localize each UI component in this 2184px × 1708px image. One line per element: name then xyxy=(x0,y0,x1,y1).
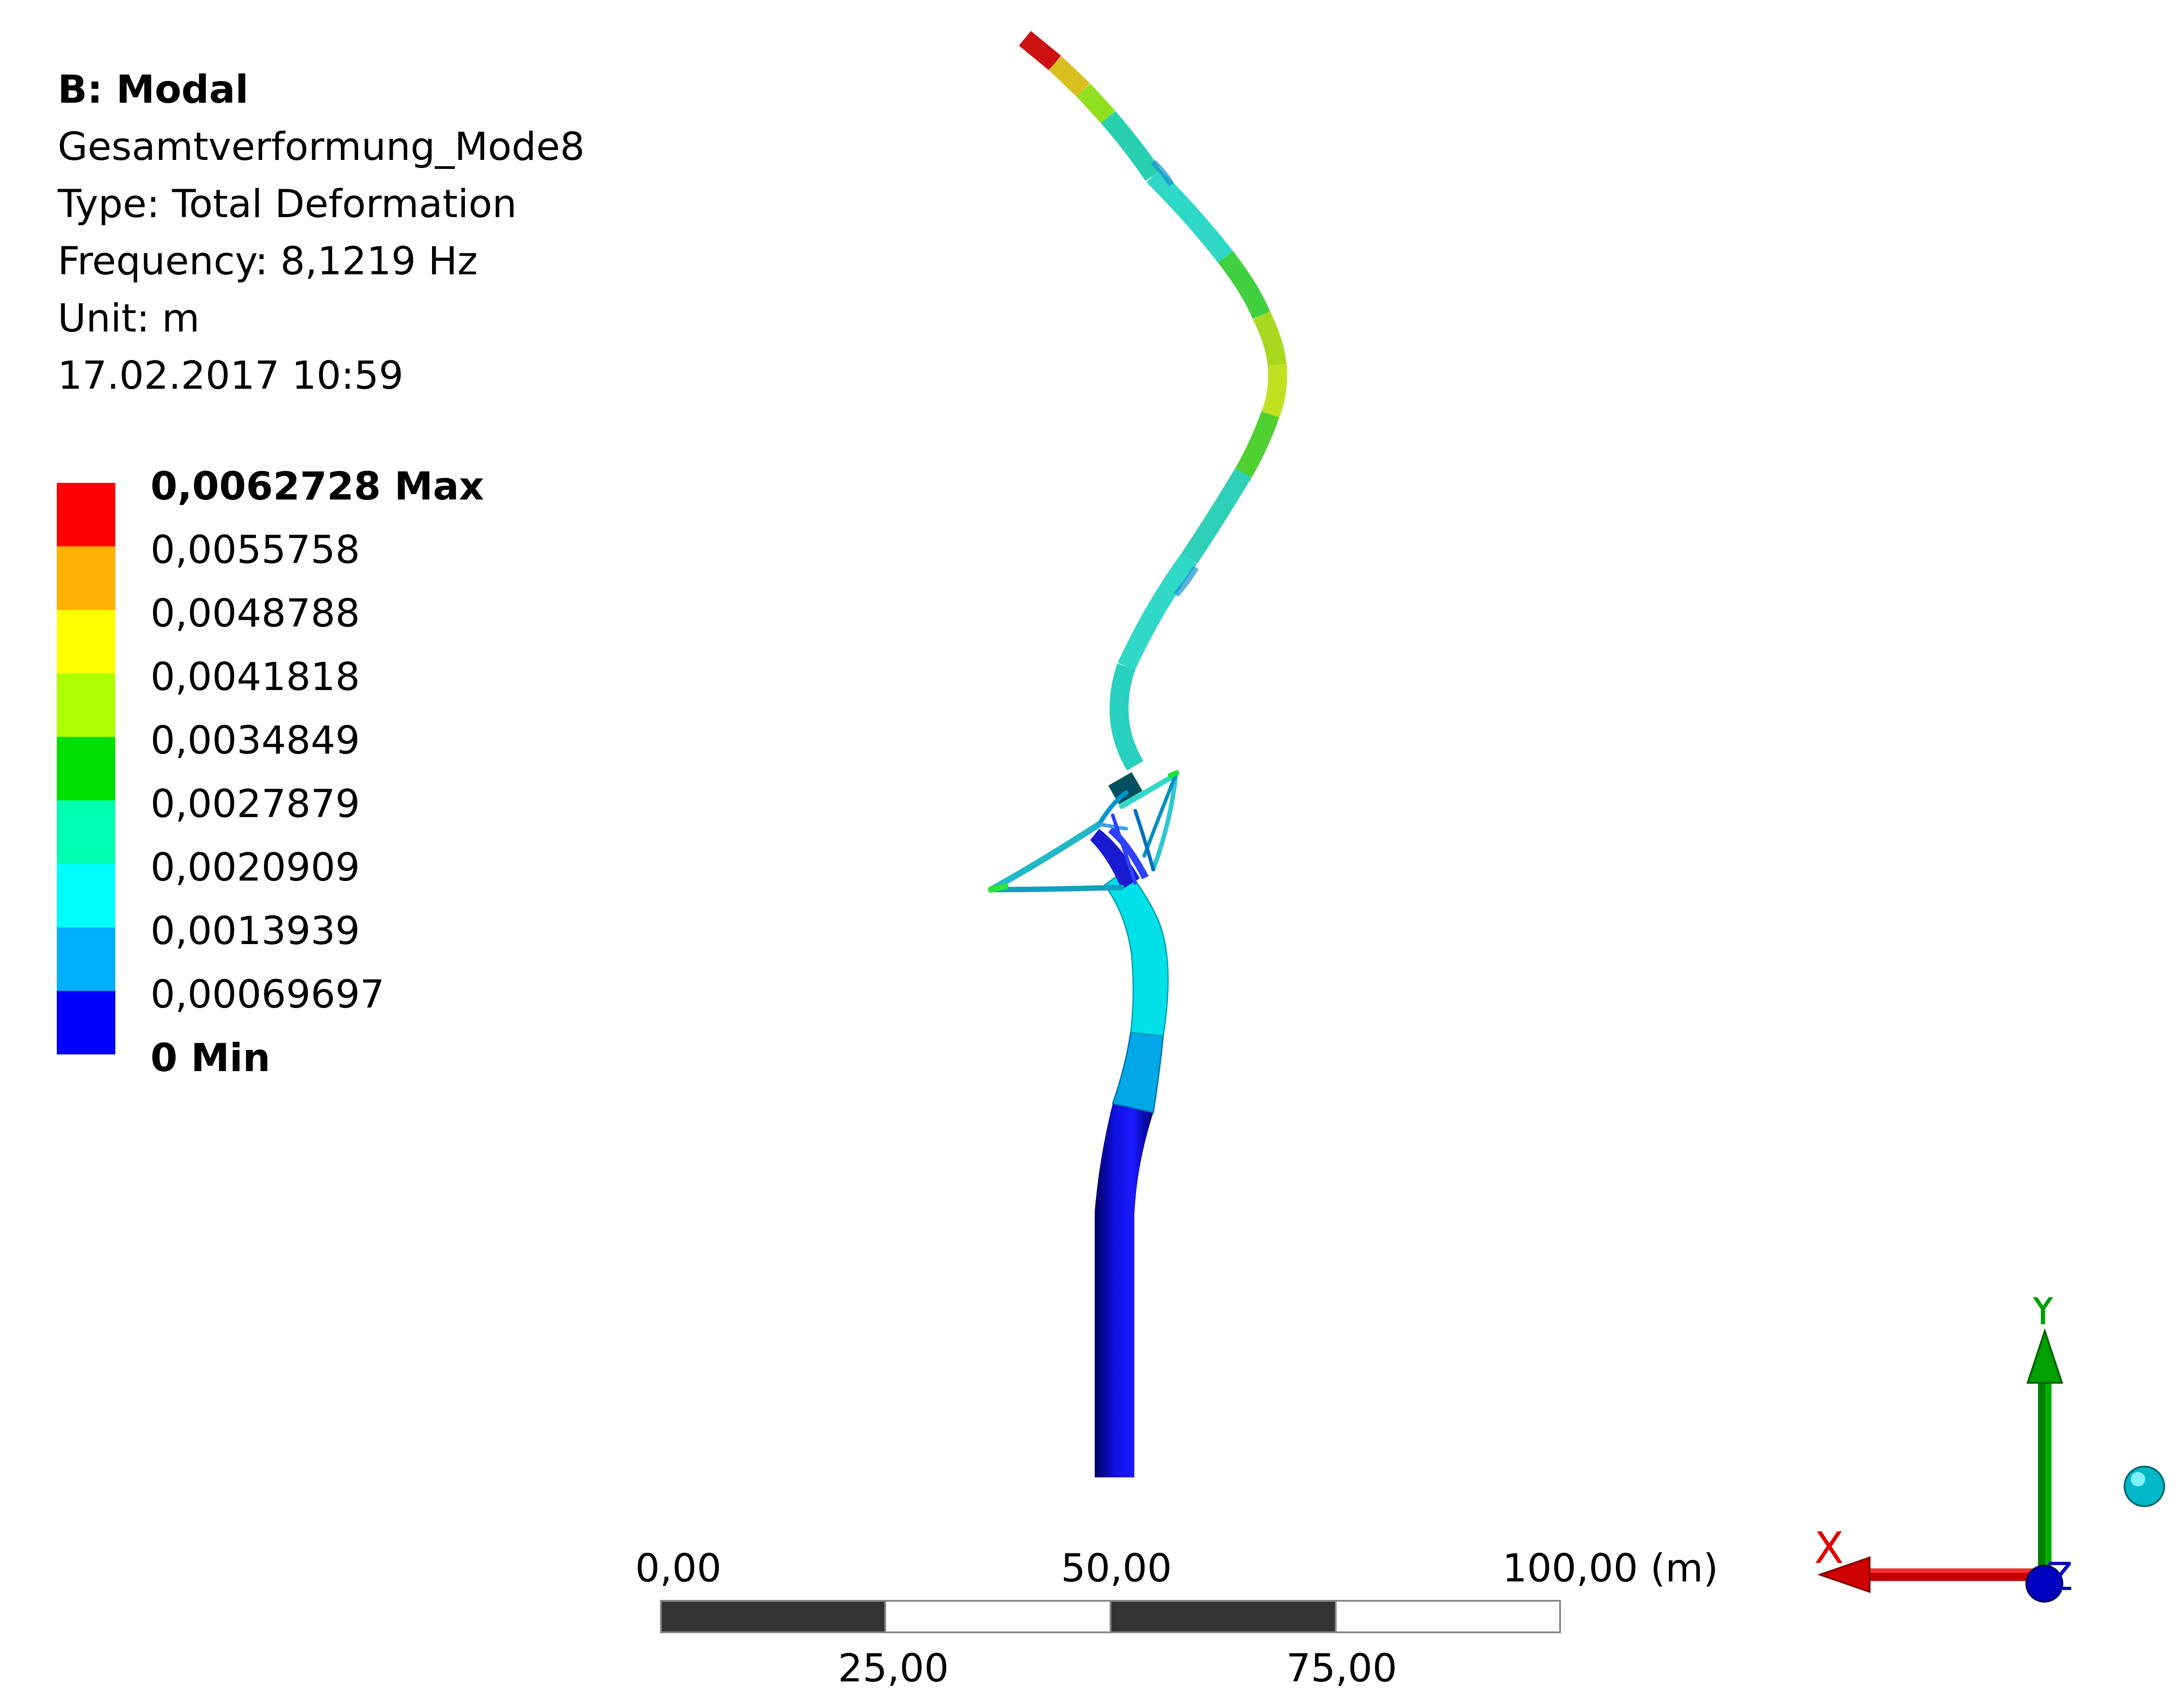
legend-swatch xyxy=(57,546,115,610)
outrigger-frame xyxy=(988,770,1179,893)
legend-label: 0,00069697 xyxy=(150,972,385,1017)
y-axis-label: Y xyxy=(2029,1297,2057,1335)
result-type: Type: Total Deformation xyxy=(58,182,517,227)
legend-swatch xyxy=(57,610,115,673)
legend-swatch xyxy=(57,927,115,991)
tower-transition xyxy=(1112,1031,1164,1113)
tower-base xyxy=(1095,1104,1153,1477)
scale-segment-light xyxy=(1335,1600,1561,1633)
legend-swatch xyxy=(57,673,115,737)
legend-label: 0,0027879 xyxy=(150,781,360,827)
analysis-title: B: Modal xyxy=(58,67,249,112)
legend-min-label: 0 Min xyxy=(150,1036,271,1081)
tower-mid-section xyxy=(1103,868,1169,1037)
legend-label: 0,0013939 xyxy=(150,909,360,954)
scale-label-25: 25,00 xyxy=(838,1646,949,1691)
hub-structure xyxy=(1090,772,1149,890)
scale-label-100: 100,00 (m) xyxy=(1502,1546,1719,1591)
legend-max-label: 0,0062728 Max xyxy=(150,464,484,509)
result-name: Gesamtverformung_Mode8 xyxy=(58,124,585,169)
legend-swatch xyxy=(57,864,115,927)
result-info-block: B: Modal Gesamtverformung_Mode8 Type: To… xyxy=(58,61,585,404)
scale-label-50: 50,00 xyxy=(1061,1546,1172,1591)
upper-mast xyxy=(1019,31,1287,771)
upper-mast-shading xyxy=(1151,160,1199,597)
legend-labels: 0,0062728 Max 0,0055758 0,0048788 0,0041… xyxy=(150,455,601,1090)
x-axis-arrow xyxy=(1817,1556,2045,1593)
result-frequency: Frequency: 8,1219 Hz xyxy=(58,239,478,284)
scale-segment-dark xyxy=(1110,1600,1337,1633)
legend-swatch xyxy=(57,737,115,800)
legend-label: 0,0020909 xyxy=(150,845,360,890)
result-unit: Unit: m xyxy=(58,296,200,341)
legend-label: 0,0048788 xyxy=(150,591,360,636)
scale-segment-dark xyxy=(660,1600,886,1633)
legend-label: 0,0034849 xyxy=(150,718,360,763)
scale-label-75: 75,00 xyxy=(1286,1646,1397,1691)
scale-segment-light xyxy=(884,1600,1111,1633)
z-axis-label: Z xyxy=(2047,1554,2073,1599)
scale-label-0: 0,00 xyxy=(635,1546,722,1591)
result-timestamp: 17.02.2017 10:59 xyxy=(58,353,404,398)
legend-swatch xyxy=(57,483,115,546)
x-axis-label: X xyxy=(1814,1523,1844,1573)
legend-swatch xyxy=(57,800,115,864)
legend-label: 0,0041818 xyxy=(150,654,360,700)
legend-color-bar xyxy=(57,483,115,1054)
isometric-view-button[interactable] xyxy=(2124,1466,2165,1507)
y-axis-arrow xyxy=(2026,1328,2063,1567)
coordinate-triad[interactable]: Y X Z xyxy=(1784,1297,2171,1631)
z-axis-dot xyxy=(2025,1565,2063,1603)
legend-label: 0,0055758 xyxy=(150,527,360,572)
scale-bar: 0,00 50,00 100,00 (m) 25,00 75,00 xyxy=(635,1546,1718,1705)
legend-swatch xyxy=(57,991,115,1054)
